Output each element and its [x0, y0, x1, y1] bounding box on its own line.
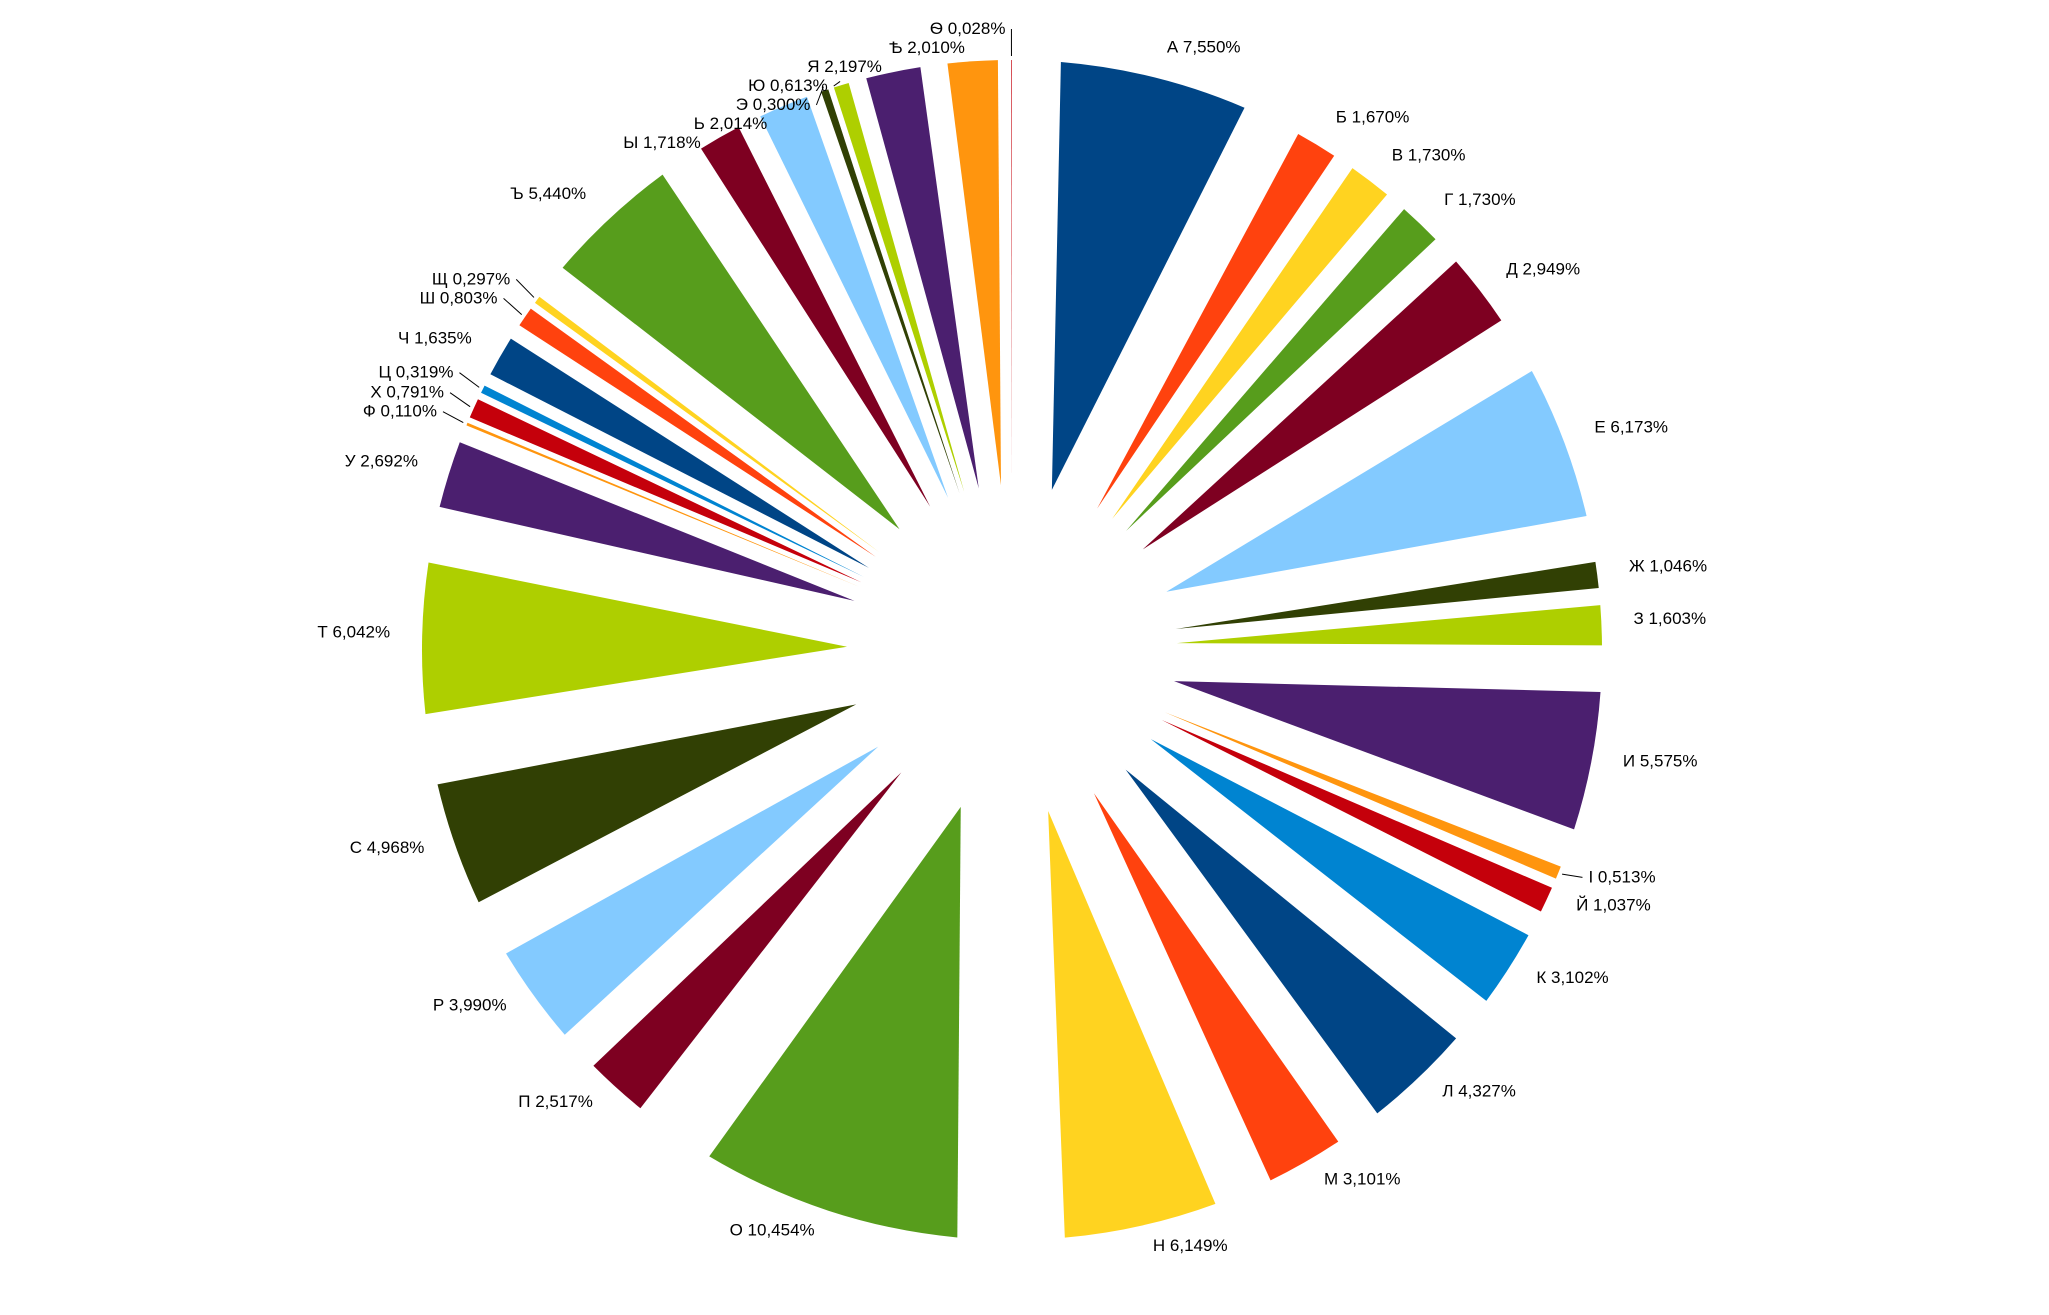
leader-line	[504, 298, 522, 314]
slice-з	[1177, 605, 1602, 645]
data-label: И 5,575%	[1623, 751, 1698, 770]
data-label: Ъ 5,440%	[510, 184, 586, 203]
leader-line	[1562, 874, 1582, 877]
data-label: З 1,603%	[1633, 609, 1706, 628]
data-label: У 2,692%	[345, 452, 418, 471]
data-label: Ы 1,718%	[623, 133, 700, 152]
data-label: Б 1,670%	[1336, 107, 1410, 126]
data-label: П 2,517%	[518, 1092, 593, 1111]
slice-т	[422, 562, 847, 714]
data-label: К 3,102%	[1536, 968, 1608, 987]
data-label: Т 6,042%	[317, 623, 390, 642]
data-label: Ц 0,319%	[379, 363, 454, 382]
data-label: І 0,513%	[1588, 867, 1655, 886]
data-label: Д 2,949%	[1506, 259, 1580, 278]
data-label: Ѣ 2,010%	[889, 38, 965, 57]
data-label: Щ 0,297%	[432, 269, 510, 288]
data-label: Й 1,037%	[1576, 896, 1651, 915]
leader-line	[459, 373, 479, 388]
data-label: Ч 1,635%	[398, 328, 472, 347]
data-label: Ѳ 0,028%	[930, 19, 1006, 38]
data-label: Г 1,730%	[1444, 190, 1516, 209]
leader-line	[443, 412, 463, 423]
data-label: Р 3,990%	[433, 996, 507, 1015]
data-label: С 4,968%	[350, 838, 425, 857]
data-label: Ш 0,803%	[420, 288, 498, 307]
data-label: А 7,550%	[1167, 37, 1241, 56]
data-label: Ж 1,046%	[1629, 557, 1707, 576]
slice-ѳ	[1011, 60, 1012, 485]
leader-line	[450, 393, 470, 407]
data-label: Н 6,149%	[1153, 1236, 1228, 1255]
data-label: Э 0,300%	[736, 95, 811, 114]
data-label: Ф 0,110%	[363, 402, 437, 421]
data-label: М 3,101%	[1324, 1170, 1401, 1189]
data-label: Я 2,197%	[807, 57, 882, 76]
leader-line	[834, 81, 840, 86]
data-label: Ь 2,014%	[694, 114, 768, 133]
data-label: О 10,454%	[730, 1221, 815, 1240]
data-label: Х 0,791%	[370, 383, 444, 402]
slice-ѣ	[947, 60, 1001, 485]
data-label: В 1,730%	[1392, 145, 1466, 164]
data-label: Е 6,173%	[1594, 417, 1668, 436]
slices-layer	[422, 60, 1602, 1238]
data-label: Ю 0,613%	[748, 76, 828, 95]
data-label: Л 4,327%	[1442, 1082, 1516, 1101]
slice-о	[709, 807, 961, 1238]
leader-line	[516, 279, 534, 297]
